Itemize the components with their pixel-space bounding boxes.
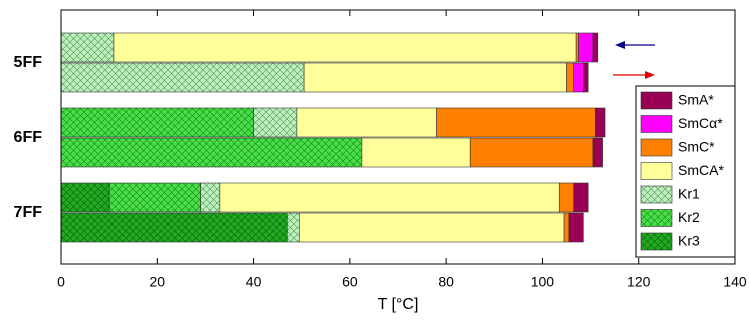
bar-segment — [436, 107, 596, 138]
legend-label: Kr3 — [678, 233, 700, 249]
legend-hatch — [641, 186, 672, 203]
bar-hatch — [253, 108, 297, 137]
bar-segment — [303, 62, 567, 93]
legend-swatch — [640, 115, 673, 133]
bar-segment — [578, 32, 594, 63]
y-tick-label: 7FF — [14, 204, 43, 221]
x-tick-label: 0 — [57, 274, 65, 290]
legend-label: SmC* — [678, 139, 715, 155]
x-axis-title: T [°C] — [378, 296, 419, 313]
x-tick-label: 60 — [342, 274, 358, 290]
bar-hatch — [61, 138, 362, 167]
legend-label: SmA* — [678, 92, 714, 108]
cooling-arrow-head — [615, 41, 625, 49]
bar-segment — [296, 107, 437, 138]
legend-label: SmCα* — [678, 115, 723, 131]
x-tick-label: 100 — [531, 274, 555, 290]
legend-swatch — [640, 162, 673, 180]
legend-swatch — [640, 138, 673, 157]
bar-hatch — [61, 33, 114, 62]
bar-segment — [573, 62, 584, 93]
bar-segment — [469, 137, 594, 168]
bar-segment — [563, 212, 570, 243]
bar-segment — [595, 107, 606, 138]
bar-segment — [568, 212, 584, 243]
bar-segment — [361, 137, 471, 168]
bar-hatch — [61, 63, 305, 92]
bar-segment — [575, 32, 579, 63]
bar-segment — [113, 32, 577, 63]
bar-hatch — [287, 213, 300, 242]
legend-label: SmCA* — [678, 162, 724, 178]
x-tick-label: 40 — [246, 274, 262, 290]
bar-hatch — [109, 183, 201, 212]
bar-segment — [566, 62, 575, 93]
x-tick-label: 20 — [149, 274, 165, 290]
y-tick-label: 5FF — [14, 54, 43, 71]
bar-segment — [573, 182, 589, 213]
bar-hatch — [61, 108, 254, 137]
bar-segment — [299, 212, 565, 243]
legend-label: Kr2 — [678, 209, 700, 225]
x-tick-label: 120 — [627, 274, 651, 290]
legend-swatch — [640, 91, 673, 110]
bar-segment — [558, 182, 575, 213]
y-tick-label: 6FF — [14, 129, 43, 146]
bar-segment — [592, 137, 603, 168]
heating-arrow-head — [645, 71, 655, 79]
legend-hatch — [641, 209, 672, 227]
legend-label: Kr1 — [678, 186, 700, 202]
bar-hatch — [200, 183, 220, 212]
bar-segment — [583, 62, 589, 93]
bar-hatch — [61, 213, 288, 242]
bar-hatch — [61, 183, 110, 212]
bar-segment — [219, 182, 560, 213]
legend-hatch — [641, 233, 672, 250]
bar-segment — [592, 32, 599, 63]
x-tick-label: 80 — [438, 274, 454, 290]
x-tick-label: 140 — [723, 274, 747, 290]
